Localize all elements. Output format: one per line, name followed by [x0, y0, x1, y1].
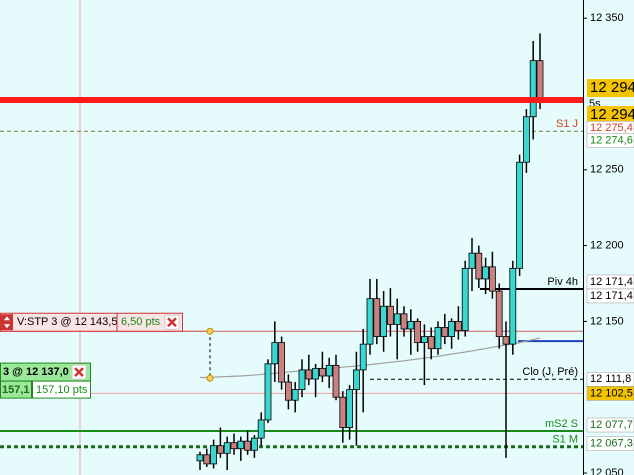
level-name: Piv 4h [547, 276, 578, 288]
candle-body [284, 381, 292, 401]
level-name: S1 M [552, 434, 578, 446]
level-tag-label: 12 077,7 [590, 419, 633, 431]
candle-body [196, 454, 204, 462]
candle-body [461, 267, 469, 331]
level-tag-label: 12 171,4 [590, 290, 633, 302]
candle-body [536, 60, 544, 101]
level-name: S1 J [556, 118, 578, 130]
y-tick-label: 12 200 [590, 240, 624, 252]
candle-body [366, 298, 374, 345]
candle-body [291, 389, 299, 401]
order-close-x [167, 317, 177, 328]
candle-body [352, 369, 360, 391]
candle-body [339, 396, 347, 428]
candle-body [264, 363, 272, 421]
order-pnl-box [32, 380, 91, 399]
candle-body [223, 442, 231, 454]
order-pnl-points: 157,10 pts [36, 384, 88, 396]
order-icon-arrow [4, 316, 10, 329]
level-tag [586, 386, 634, 401]
moving-average [200, 337, 541, 379]
candle-body [441, 327, 449, 337]
candle-body [230, 442, 238, 450]
candle-body [516, 161, 523, 269]
candle-body [523, 116, 530, 163]
candle-body [250, 437, 258, 451]
order-label: 3 @ 12 137,0 [3, 366, 69, 378]
candle-body [210, 445, 218, 465]
candle-body [278, 342, 286, 383]
candle-body [325, 364, 333, 377]
level-tag-label: 12 111,8 [590, 373, 631, 385]
order-box [0, 312, 183, 332]
candle-body [216, 445, 224, 454]
candle-body [393, 313, 401, 325]
candle-body [271, 342, 279, 365]
order-pnl: 6,50 pts [121, 316, 161, 328]
candle-body [305, 369, 313, 380]
y-tick-label: 12 150 [590, 315, 624, 327]
candle-body [414, 320, 422, 344]
candle-body [509, 267, 517, 345]
order-pnl-box [0, 380, 32, 399]
y-tick-label: 12 350 [590, 12, 624, 24]
candle-body [312, 367, 320, 380]
candle-body [203, 454, 211, 465]
candle-body [257, 419, 265, 439]
y-tick-label: 12 050 [590, 467, 624, 475]
level-tag-label: 12 274,6 [590, 134, 633, 146]
order-pnl: 157,1 [2, 384, 30, 396]
candle-body [407, 320, 415, 330]
candle-body [488, 266, 496, 292]
last-price-tag [587, 106, 634, 124]
level-tag [586, 436, 634, 452]
candle-body [529, 60, 537, 118]
candle-body [380, 305, 388, 337]
candle-body [298, 369, 306, 391]
order-label: V:STP 3 @ 12 143,5 [17, 316, 117, 328]
candle-body [454, 320, 462, 331]
level-tag-label: 12 102,5 [590, 387, 633, 399]
last-price-label: 12 294, [590, 106, 634, 123]
candle-body [468, 252, 476, 269]
level-tag [586, 417, 634, 433]
candle-body [495, 290, 503, 337]
candle-body [420, 336, 428, 344]
candle-body [400, 313, 408, 330]
order-handle[interactable] [206, 327, 214, 335]
level-tag [586, 133, 634, 148]
candle-body [475, 252, 483, 280]
candle-body [244, 440, 252, 451]
candle-body [359, 343, 367, 371]
level-tag [586, 288, 634, 304]
level-tag-label: 12 275,4 [590, 122, 633, 134]
order-handle[interactable] [206, 374, 214, 382]
candle-body [427, 336, 435, 350]
level-name: mS2 S [545, 418, 578, 430]
order-icon[interactable] [1, 314, 13, 331]
candle-body [386, 305, 394, 325]
candle-body [502, 336, 510, 345]
candle-body [346, 389, 354, 428]
last-price-tag [587, 79, 634, 98]
candle-body [482, 266, 490, 280]
order-close-x [74, 367, 84, 377]
candle-body [318, 367, 326, 377]
candle-body [448, 320, 456, 337]
last-price-label: 12 294, [590, 79, 634, 96]
level-name: Clo (J, Pré) [522, 366, 578, 378]
candle-body [434, 327, 442, 350]
candle-body [373, 298, 381, 337]
y-tick-label: 12 250 [590, 164, 624, 176]
level-tag-label: 12 171,4 [590, 276, 633, 288]
candle-body [332, 364, 340, 398]
level-tag-label: 12 067,3 [590, 438, 633, 450]
candle-body [237, 440, 245, 450]
